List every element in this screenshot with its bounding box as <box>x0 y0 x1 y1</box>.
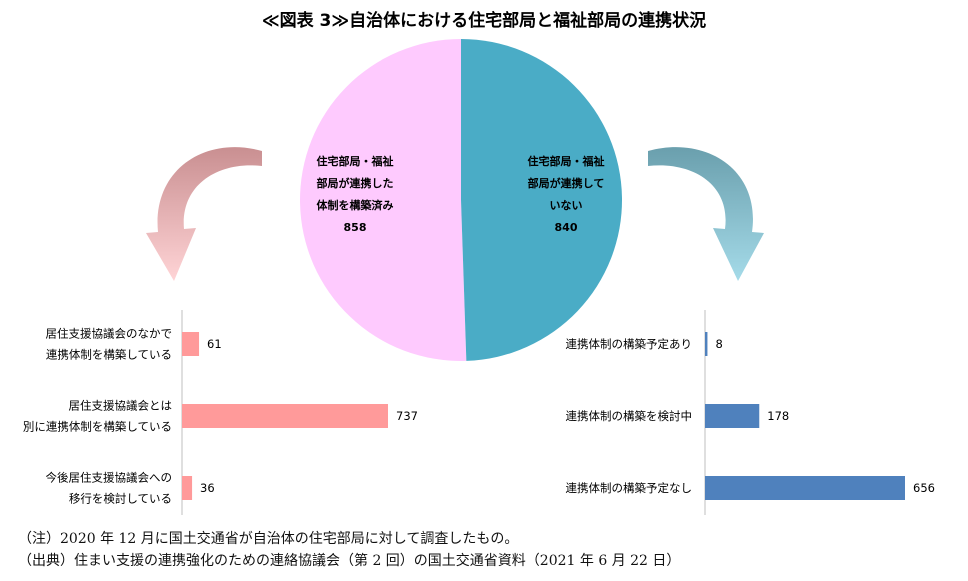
category-label: 今後居住支援協議会への <box>46 471 173 485</box>
pie-slice-1 <box>461 39 623 361</box>
bar-value-label: 36 <box>200 481 215 495</box>
pie-slice-0 <box>300 39 467 361</box>
curved-arrow-left-icon <box>146 147 262 281</box>
pie-slice-label: 部局が連携した <box>317 176 394 190</box>
pie-chart: 住宅部局・福祉部局が連携した体制を構築済み858住宅部局・福祉部局が連携していな… <box>300 39 623 361</box>
category-label: 居住支援協議会のなかで <box>46 327 173 341</box>
category-label: 移行を検討している <box>69 492 172 506</box>
chart-title: ≪図表 3≫自治体における住宅部局と福祉部局の連携状況 <box>262 10 706 31</box>
pie-slice-label: いない <box>550 199 583 212</box>
pie-slice-value: 840 <box>555 221 578 234</box>
category-label: 連携体制の構築予定なし <box>566 481 693 495</box>
category-label: 別に連携体制を構築している <box>23 420 172 434</box>
bar-value-label: 656 <box>913 481 935 495</box>
bar-value-label: 61 <box>207 337 222 351</box>
pie-slice-label: 住宅部局・福祉 <box>317 154 394 168</box>
bar-value-label: 8 <box>715 337 722 351</box>
bar <box>182 332 200 356</box>
bar <box>182 404 388 428</box>
bar <box>182 476 193 500</box>
category-label: 連携体制を構築している <box>46 348 172 362</box>
footnote-source: （出典）住まい支援の連携強化のための連絡協議会（第 2 回）の国土交通省資料（2… <box>18 553 681 569</box>
bar-value-label: 737 <box>396 409 418 423</box>
category-label: 連携体制の構築予定あり <box>566 337 693 351</box>
curved-arrow-right-icon <box>648 147 764 281</box>
pie-slice-label: 部局が連携して <box>528 176 605 190</box>
pie-slice-label: 体制を構築済み <box>317 198 394 212</box>
bar <box>705 404 760 428</box>
category-label: 連携体制の構築を検討中 <box>566 409 693 423</box>
pie-slice-value: 858 <box>344 221 367 234</box>
category-label: 居住支援協議会とは <box>69 399 173 413</box>
right-bar-chart: 8 連携体制の構築予定あり 178 連携体制の構築を検討中 656 連携体制の構築予定なし <box>566 332 935 500</box>
pie-slice-label: 住宅部局・福祉 <box>528 154 605 168</box>
bar <box>705 476 905 500</box>
bar <box>705 332 708 356</box>
footnote-note: （注）2020 年 12 月に国土交通省が自治体の住宅部局に対して調査したもの。 <box>18 531 519 547</box>
bar-value-label: 178 <box>767 409 789 423</box>
